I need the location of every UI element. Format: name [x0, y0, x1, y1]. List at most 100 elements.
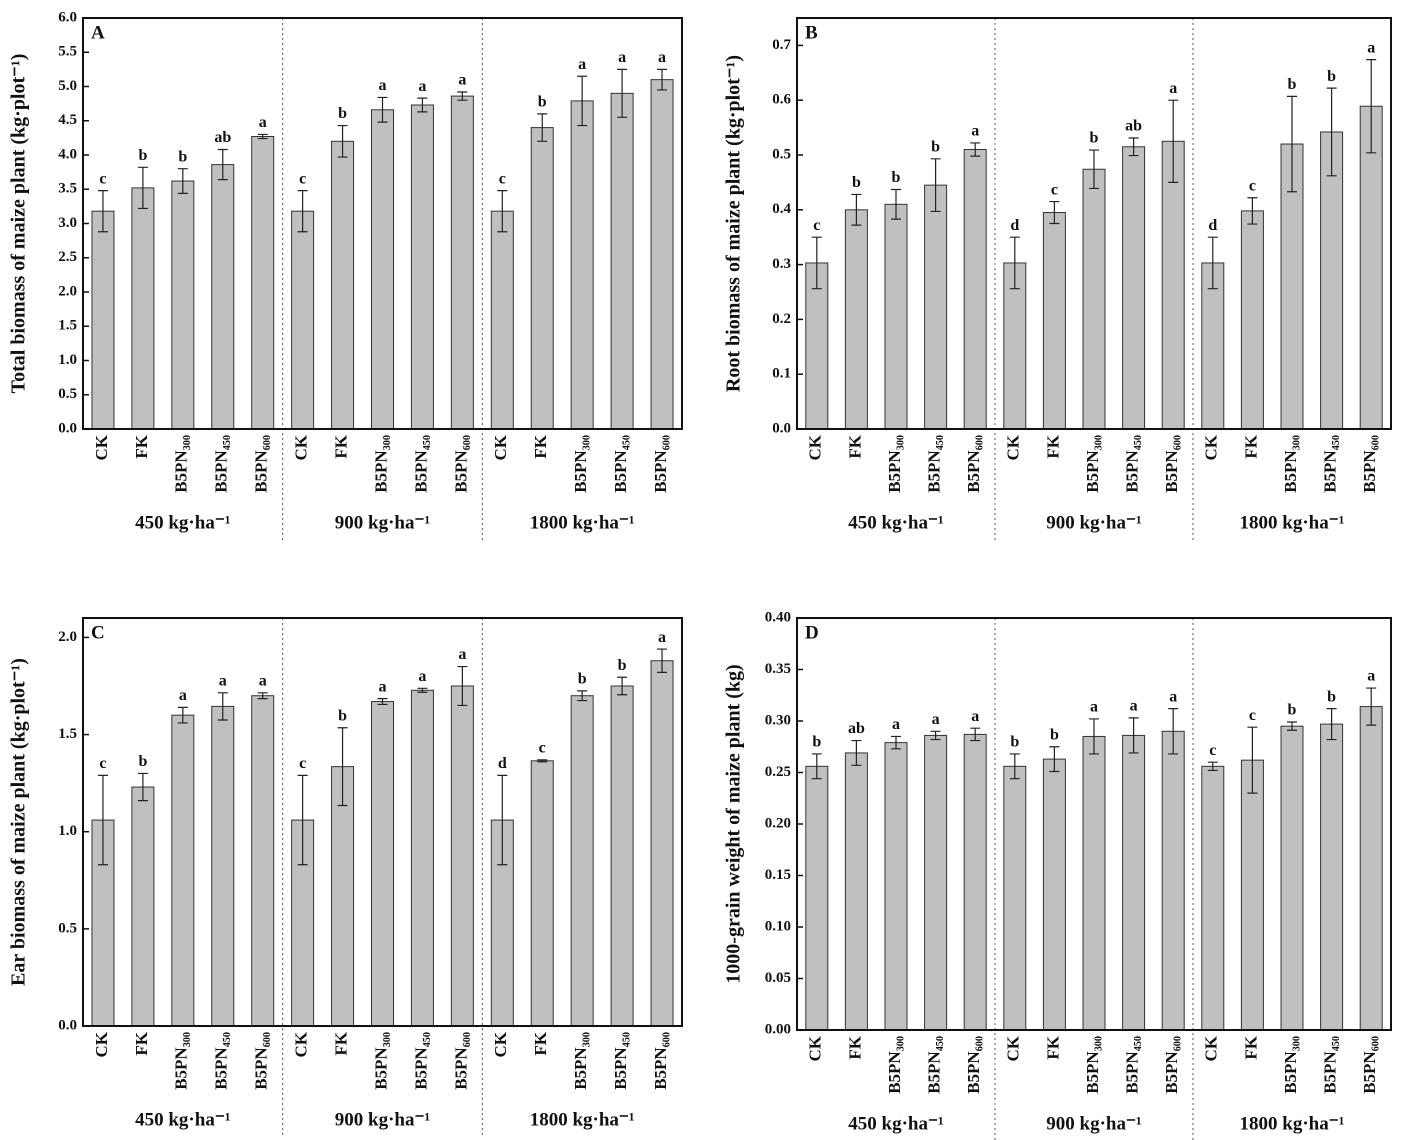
bar	[530, 127, 554, 430]
error-bar	[1247, 197, 1258, 225]
y-tick-label: 0.40	[765, 609, 791, 625]
x-tick-label: CK	[92, 1031, 111, 1057]
x-tick-label: CK	[806, 434, 825, 460]
bar	[1201, 765, 1225, 1031]
error-bar	[1247, 726, 1258, 794]
y-tick-label: 0.20	[765, 815, 791, 831]
bar	[1161, 140, 1185, 430]
x-tick-label: B5PN₆₀₀	[651, 435, 670, 493]
error-bar	[930, 158, 941, 213]
significance-letter: b	[1050, 726, 1059, 743]
bar	[963, 149, 987, 430]
panel-label: D	[805, 622, 819, 643]
y-axis-title: 1000-grain weight of maize plant (kg)	[723, 664, 745, 983]
significance-letter: d	[1208, 217, 1217, 234]
significance-letter: a	[932, 711, 940, 728]
bar	[924, 734, 948, 1031]
significance-letter: a	[892, 716, 900, 733]
significance-letter: b	[1288, 702, 1297, 719]
bar	[650, 79, 674, 430]
y-axis-title: Total biomass of maize plant (kg·plot⁻¹)	[8, 54, 30, 394]
significance-letter: b	[618, 657, 627, 674]
bar	[1082, 735, 1106, 1031]
x-tick-label: FK	[132, 434, 151, 458]
x-tick-label: FK	[1241, 434, 1260, 458]
significance-letter: c	[99, 755, 106, 772]
error-bar	[457, 91, 468, 101]
x-tick-label: B5PN₄₅₀	[925, 1036, 944, 1094]
x-tick-label: CK	[1202, 434, 1221, 460]
x-tick-label: B5PN₄₅₀	[1321, 435, 1340, 493]
bar	[371, 109, 394, 430]
panel-label: A	[91, 22, 105, 43]
error-bar	[257, 692, 268, 700]
y-tick-label: 1.5	[58, 318, 77, 334]
bar	[131, 786, 155, 1027]
bar	[450, 685, 474, 1027]
y-tick-label: 0.00	[765, 1021, 791, 1037]
error-bar	[657, 648, 668, 673]
x-tick-label: B5PN₃₀₀	[1281, 435, 1300, 493]
significance-letter: c	[499, 170, 506, 187]
x-tick-label: B5PN₄₅₀	[611, 1032, 630, 1090]
significance-letter: ab	[848, 720, 865, 737]
x-tick-label: B5PN₄₅₀	[1123, 1036, 1142, 1094]
significance-letter: b	[138, 147, 147, 164]
error-bar	[811, 236, 822, 290]
y-tick-label: 2.0	[58, 283, 77, 299]
error-bar	[1009, 236, 1020, 290]
x-tick-label: B5PN₆₀₀	[1360, 435, 1379, 493]
bar	[844, 209, 868, 430]
x-tick-label: B5PN₆₀₀	[252, 435, 271, 493]
y-tick-label: 5.5	[58, 44, 77, 60]
bar	[1003, 765, 1027, 1031]
x-tick-label: FK	[845, 434, 864, 458]
x-tick-label: CK	[491, 434, 510, 460]
x-tick-label: B5PN₃₀₀	[885, 1036, 904, 1094]
error-bar	[257, 133, 268, 140]
error-bar	[930, 730, 941, 741]
y-tick-label: 0.5	[772, 146, 791, 162]
x-tick-label: B5PN₆₀₀	[1360, 1036, 1379, 1094]
significance-letter: a	[458, 646, 466, 663]
group-label: 900 kg·ha⁻¹	[335, 512, 430, 533]
x-tick-label: FK	[531, 434, 550, 458]
y-tick-label: 0.0	[772, 420, 791, 436]
x-tick-label: B5PN₃₀₀	[1083, 435, 1102, 493]
x-tick-label: B5PN₃₀₀	[172, 1032, 191, 1090]
bar	[131, 187, 155, 430]
significance-letter: a	[259, 114, 267, 131]
x-tick-label: CK	[292, 434, 311, 460]
y-tick-label: 4.5	[58, 112, 77, 128]
error-bar	[137, 166, 148, 210]
y-tick-label: 0.0	[58, 420, 77, 436]
significance-letter: c	[1209, 742, 1216, 759]
bar	[1359, 706, 1383, 1031]
x-tick-label: FK	[1043, 1035, 1062, 1059]
significance-letter: a	[418, 78, 426, 95]
bar	[1161, 730, 1185, 1031]
x-tick-label: FK	[1043, 434, 1062, 458]
error-bar	[297, 190, 308, 233]
bar	[251, 695, 275, 1027]
significance-letter: b	[1327, 68, 1336, 85]
bar	[1042, 758, 1066, 1031]
significance-letter: a	[658, 49, 666, 66]
x-tick-label: B5PN₄₅₀	[411, 435, 430, 493]
x-tick-label: FK	[845, 1035, 864, 1059]
significance-letter: a	[1367, 668, 1375, 685]
group-label: 1800 kg·ha⁻¹	[1240, 1113, 1345, 1134]
x-tick-label: B5PN₆₀₀	[964, 435, 983, 493]
x-tick-label: B5PN₃₀₀	[885, 435, 904, 493]
error-bar	[377, 96, 388, 123]
bar	[610, 92, 634, 430]
bar	[884, 742, 908, 1031]
x-tick-label: FK	[331, 1031, 350, 1055]
y-tick-label: 0.10	[765, 918, 791, 934]
significance-letter: d	[1010, 217, 1019, 234]
group-label: 1800 kg·ha⁻¹	[1240, 512, 1345, 533]
bar	[1280, 725, 1304, 1031]
group-label: 450 kg·ha⁻¹	[848, 512, 943, 533]
error-bar	[811, 753, 822, 780]
error-bar	[1049, 746, 1060, 773]
